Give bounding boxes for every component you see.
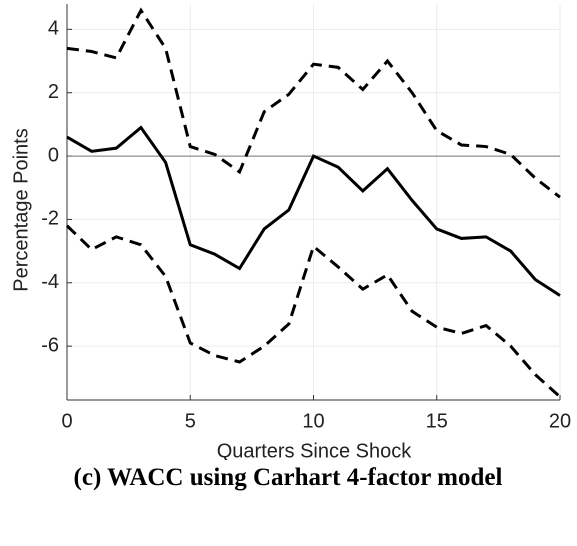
y-tick-label: -6 [41, 334, 59, 356]
y-tick-label: 4 [48, 18, 59, 40]
y-tick-label: 0 [48, 144, 59, 166]
y-tick-label: -4 [41, 271, 59, 293]
y-axis-label: Percentage Points [10, 128, 32, 291]
series-line [66, 7, 561, 199]
x-tick-label: 10 [302, 410, 324, 432]
caption: (c) WACC using Carhart 4-factor model [73, 464, 503, 491]
series-line [66, 125, 561, 297]
x-tick-label: 15 [426, 410, 448, 432]
x-axis-label: Quarters Since Shock [217, 440, 413, 460]
chart: Quarters Since Shock Percentage Points -… [10, 4, 571, 460]
x-tick-label: 20 [549, 410, 571, 432]
x-tick-label: 5 [185, 410, 196, 432]
y-tick-label: -2 [41, 208, 59, 230]
series-line [65, 224, 562, 398]
y-tick-label: 2 [48, 81, 59, 103]
x-tick-label: 0 [61, 410, 72, 432]
